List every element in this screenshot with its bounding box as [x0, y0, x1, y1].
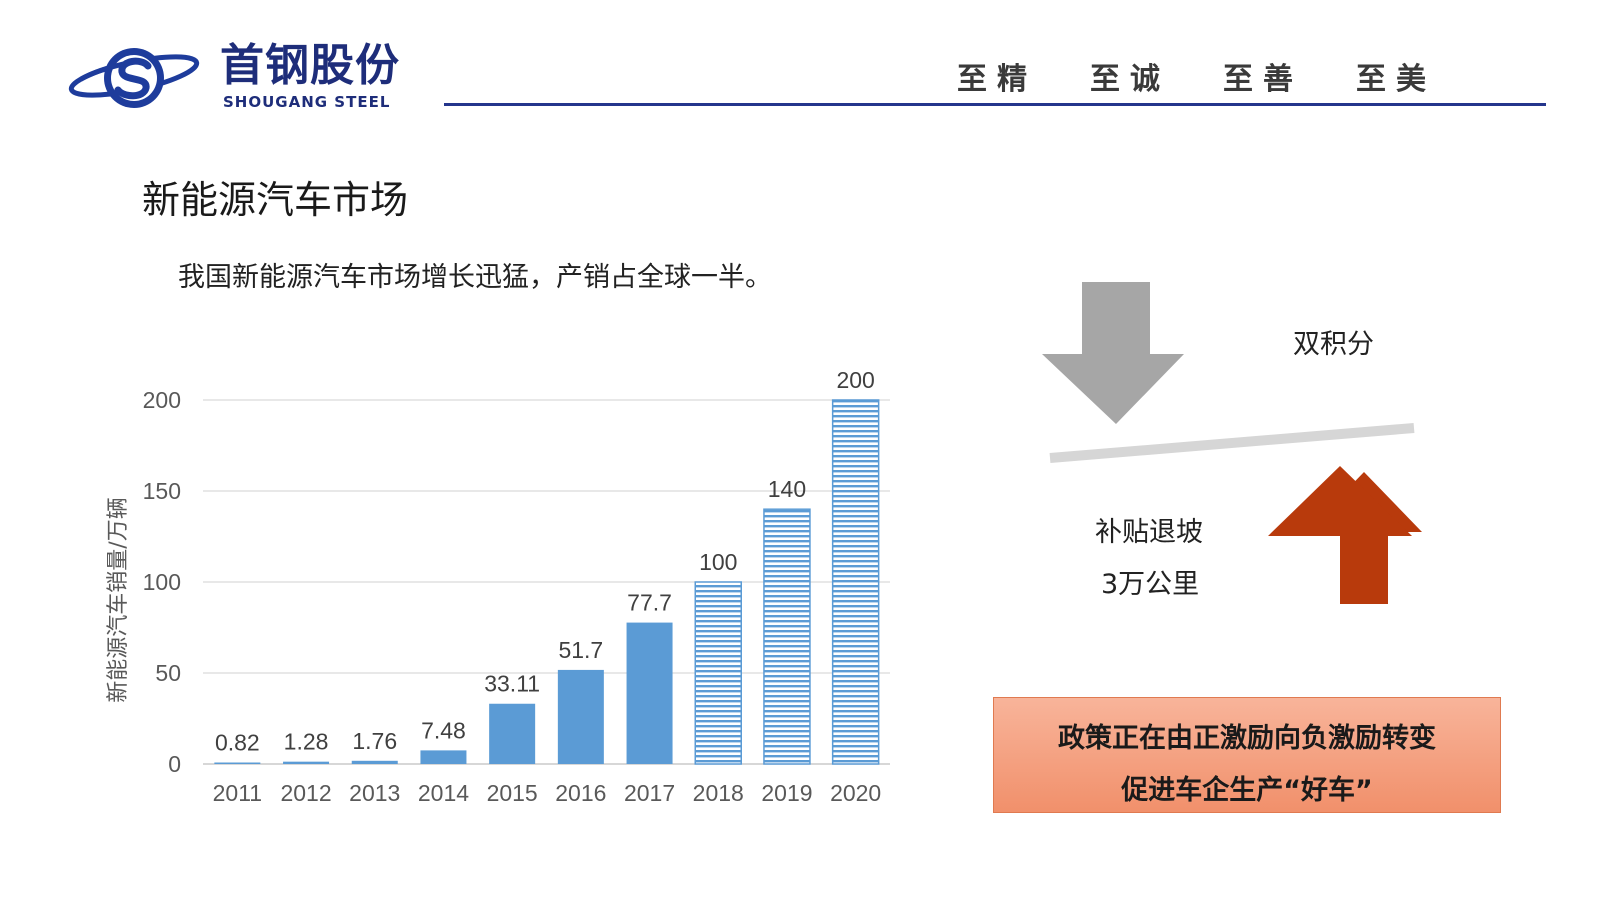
bar-2015	[489, 703, 536, 764]
dual-credit-label: 双积分	[1293, 329, 1374, 360]
x-tick-label: 2011	[213, 780, 262, 806]
header-divider	[444, 103, 1546, 106]
motto-group: 至精 至诚 至善 至美	[0, 62, 1600, 98]
motto-2: 至诚	[1090, 62, 1170, 97]
data-label: 0.82	[215, 730, 260, 756]
x-tick-label: 2020	[830, 780, 881, 806]
ev-sales-bar-chart: 0 50 100 150 200 新能源汽车销量/万辆 0.82 2011 1.28 2012 1.…	[106, 367, 890, 806]
x-tick-label: 2012	[280, 780, 331, 806]
data-label: 100	[699, 549, 737, 575]
policy-callout: 政策正在由正激励向负激励转变 促进车企生产“好车”	[993, 697, 1501, 813]
x-tick-label: 2019	[761, 780, 812, 806]
balance-beam	[1049, 423, 1415, 463]
data-label: 200	[836, 367, 874, 393]
bar-2018	[694, 581, 742, 765]
data-label: 77.7	[627, 590, 672, 616]
y-tick-label: 50	[155, 660, 181, 686]
x-tick-label: 2015	[487, 780, 538, 806]
data-label: 1.76	[352, 728, 397, 754]
motto-3: 至善	[1223, 62, 1303, 97]
y-tick-label: 100	[143, 569, 181, 595]
bar-2012	[283, 761, 330, 764]
data-label: 33.11	[484, 671, 540, 697]
company-name-en: SHOUGANG STEEL	[223, 93, 391, 111]
data-label: 7.48	[421, 717, 466, 743]
y-tick-label: 0	[168, 751, 181, 777]
bar-2011	[214, 762, 261, 765]
x-tick-label: 2018	[693, 780, 744, 806]
bar-2016	[557, 669, 604, 764]
policy-line-2: 促进车企生产“好车”	[1121, 775, 1373, 806]
x-tick-label: 2014	[418, 780, 469, 806]
subsidy-label: 补贴退坡	[1095, 517, 1203, 548]
shougang-logo-icon	[68, 48, 200, 108]
x-tick-label: 2013	[349, 780, 400, 806]
company-name-cn: 首钢股份	[220, 40, 400, 91]
down-arrow-icon	[1042, 282, 1184, 424]
x-tick-label: 2017	[624, 780, 675, 806]
policy-line-1: 政策正在由正激励向负激励转变	[1058, 723, 1436, 754]
bar-2020	[831, 399, 880, 765]
bar-2014	[420, 750, 467, 764]
slide-subtitle: 我国新能源汽车市场增长迅猛，产销占全球一半。	[178, 262, 772, 293]
data-label: 1.28	[284, 729, 329, 755]
y-axis-label: 新能源汽车销量/万辆	[106, 497, 131, 702]
slide-title: 新能源汽车市场	[142, 178, 409, 222]
y-tick-label: 200	[143, 387, 181, 413]
motto-4: 至美	[1356, 62, 1436, 97]
mileage-label: 3万公里	[1101, 569, 1200, 600]
data-label: 51.7	[558, 637, 603, 663]
data-label: 140	[768, 476, 806, 502]
up-arrow-head	[1268, 466, 1412, 536]
balance-diagram	[1042, 282, 1422, 604]
x-tick-label: 2016	[555, 780, 606, 806]
motto-1: 至精	[957, 62, 1037, 97]
y-tick-label: 150	[143, 478, 181, 504]
bar-2013	[351, 760, 398, 764]
bar-2017	[626, 622, 673, 764]
bar-2019	[763, 508, 811, 765]
